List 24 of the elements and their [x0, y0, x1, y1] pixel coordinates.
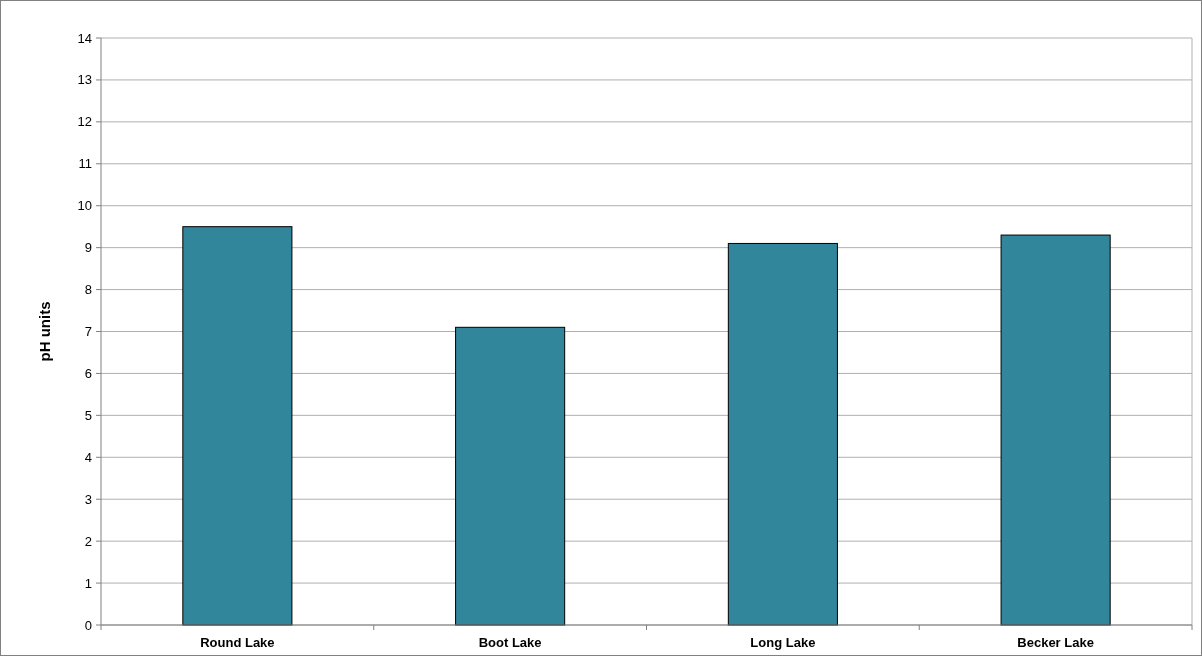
x-tick-label: Boot Lake: [478, 635, 542, 650]
y-tick-label: 13: [77, 72, 92, 88]
y-tick-label: 11: [78, 156, 92, 172]
y-tick-label: 9: [84, 240, 92, 256]
y-tick-label: 14: [77, 30, 92, 46]
y-tick-label: 6: [84, 365, 92, 381]
y-axis-title: pH units: [36, 301, 53, 362]
y-tick-label: 12: [77, 114, 92, 130]
bar: [727, 242, 838, 626]
bar: [455, 326, 566, 626]
y-tick-label: 2: [84, 533, 92, 549]
x-tick-label: Becker Lake: [1017, 635, 1094, 650]
bar: [182, 226, 293, 626]
y-tick-label: 3: [84, 491, 92, 507]
y-tick-label: 1: [84, 575, 92, 591]
y-tick-label: 8: [84, 282, 92, 298]
x-tick-label: Long Lake: [750, 635, 816, 650]
y-tick-label: 7: [84, 324, 92, 340]
x-tick-label: Round Lake: [200, 635, 275, 650]
y-tick-label: 5: [84, 407, 92, 423]
y-tick-label: 10: [77, 198, 92, 214]
y-tick-label: 4: [84, 449, 92, 465]
bar: [1000, 234, 1111, 626]
y-tick-label: 0: [84, 617, 92, 633]
